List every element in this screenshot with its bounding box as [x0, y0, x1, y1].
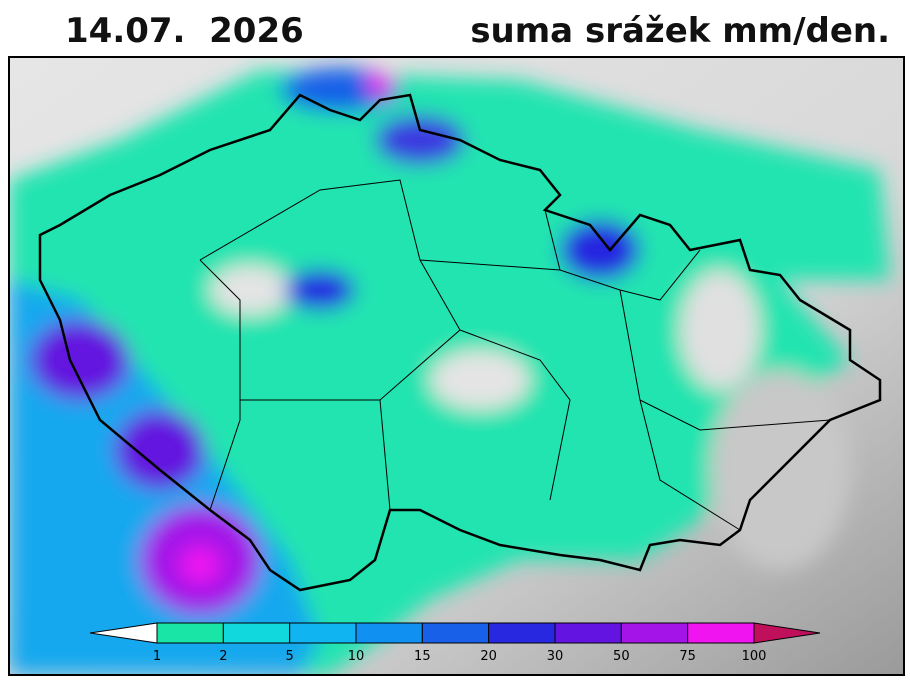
rain-area	[560, 220, 640, 280]
colorbar-segment	[156, 622, 224, 644]
colorbar-label: 15	[414, 649, 431, 664]
country-border	[38, 93, 882, 592]
colorbar-segment	[289, 622, 357, 644]
colorbar-segment	[222, 622, 291, 644]
colorbar-label: 20	[480, 649, 497, 664]
rain-area	[180, 547, 220, 583]
colorbar-segment	[620, 622, 689, 644]
rain-area	[30, 320, 130, 400]
region-borders	[199, 179, 831, 531]
date-title: 14.07. 2026	[65, 11, 304, 51]
colorbar-label: 100	[742, 649, 767, 664]
map	[9, 57, 904, 675]
colorbar-segment	[488, 622, 556, 644]
colorbar-segment	[421, 622, 490, 644]
colorbar-over	[753, 622, 821, 644]
colorbar-label: 2	[219, 649, 227, 664]
colorbar-label: 1	[153, 649, 161, 664]
dry-area	[680, 270, 760, 390]
dry-area	[430, 350, 530, 410]
colorbar-label: 5	[286, 649, 294, 664]
colorbar-label: 50	[613, 649, 630, 664]
rain-area	[368, 73, 392, 97]
colorbar-segment	[355, 622, 423, 644]
rain-area	[115, 410, 205, 490]
colorbar-segment	[554, 622, 622, 644]
map-frame	[8, 56, 905, 676]
rain-area	[375, 115, 465, 165]
colorbar-label: 75	[679, 649, 696, 664]
dry-area	[210, 265, 290, 315]
colorbar-segment	[687, 622, 755, 644]
colorbar-label: 30	[547, 649, 564, 664]
colorbar-label: 10	[348, 649, 365, 664]
map-title: suma srážek mm/den.	[470, 11, 890, 51]
rain-area	[285, 270, 355, 310]
